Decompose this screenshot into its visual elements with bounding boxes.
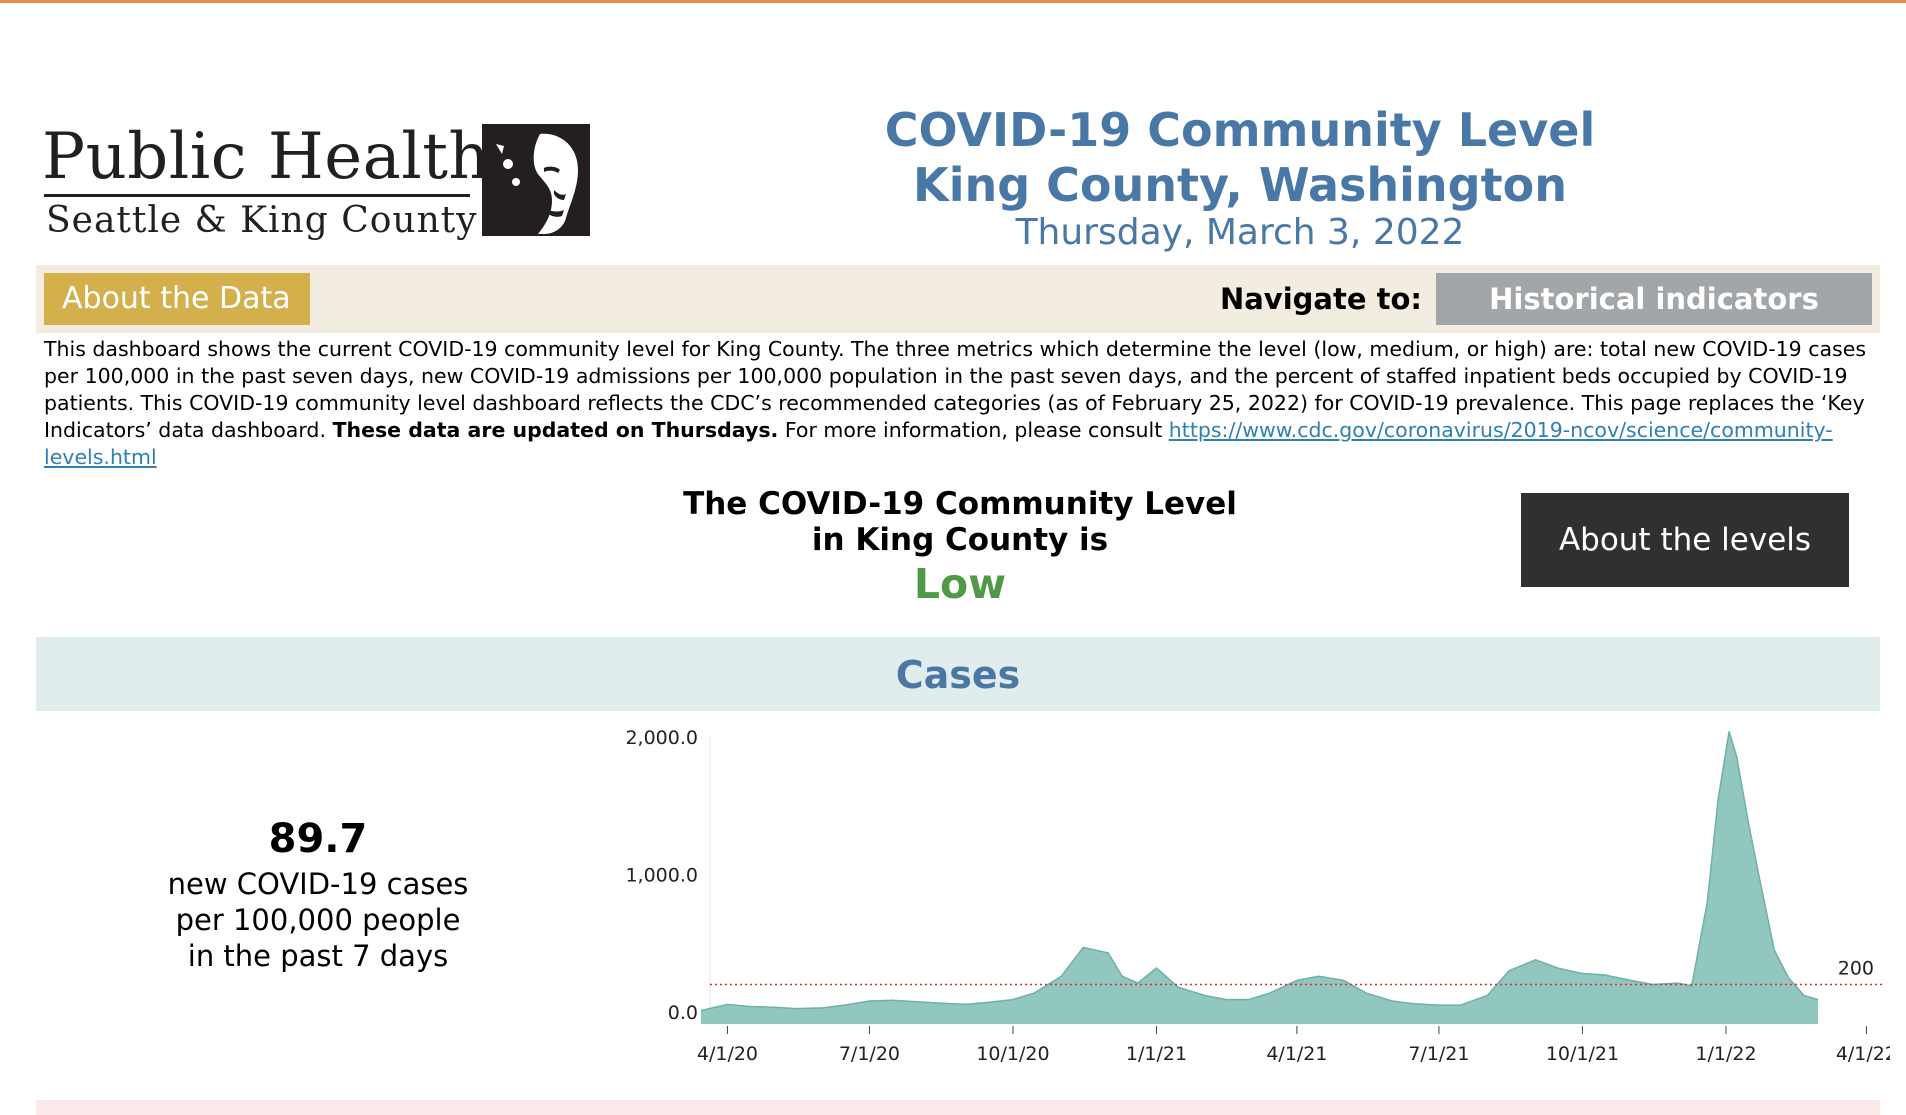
portrait-icon [482,124,590,236]
page-date: Thursday, March 3, 2022 [1015,212,1465,253]
about-the-data-button[interactable]: About the Data [44,273,310,325]
logo-subtitle: Seattle & King County [46,200,478,241]
x-tick-label: 7/1/21 [1408,1043,1469,1065]
cdc-link[interactable]: https://www.cdc.gov/coronavirus/2019-nco… [44,418,1833,469]
top-accent-line [0,0,1906,3]
cases-line [700,731,1819,1012]
historical-indicators-button[interactable]: Historical indicators [1436,273,1872,325]
next-section-header [36,1100,1880,1115]
description-more-info: For more information, please consult [784,418,1163,442]
page-subtitle: King County, Washington [913,158,1567,212]
logo-rule [44,194,470,197]
cases-metric-label-2: per 100,000 people [175,903,461,937]
cases-section-header [36,637,1880,711]
cases-metric-label-3: in the past 7 days [187,939,449,973]
x-tick-label: 4/1/21 [1266,1043,1327,1065]
x-tick-label: 1/1/21 [1126,1043,1187,1065]
dashboard-description: This dashboard shows the current COVID-1… [44,336,1874,471]
y-tick-label: 0.0 [668,1002,698,1024]
description-text: This dashboard shows the current COVID-1… [44,337,1866,442]
cases-area [700,731,1818,1024]
cases-chart: 2,000.0 1,000.0 0.0 200 4/1/20 7/1/20 10/1/20 1… [560,712,1897,1072]
y-tick-label: 2,000.0 [625,727,698,749]
x-tick-label: 1/1/22 [1695,1043,1756,1065]
level-heading-line1: The COVID-19 Community Level [683,486,1237,522]
level-heading-line2: in King County is [811,522,1109,558]
y-tick-label: 1,000.0 [625,865,698,887]
level-value: Low [913,560,1007,608]
x-tick-label: 10/1/20 [976,1043,1049,1065]
logo-title: Public Health [42,120,491,194]
cases-section-title: Cases [895,653,1021,697]
navigate-to-label: Navigate to: [1219,282,1422,316]
cases-chart-svg: 2,000.0 1,000.0 0.0 200 4/1/20 7/1/20 10/1/20 1… [625,727,1897,1065]
threshold-label: 200 [1838,958,1874,980]
page-title: COVID-19 Community Level [884,103,1596,157]
cases-metric-label-1: new COVID-19 cases [167,867,469,901]
x-tick-label: 4/1/22 [1836,1043,1890,1065]
public-health-logo: Public Health Seattle & King County [42,118,602,244]
x-tick-label: 4/1/20 [697,1043,758,1065]
x-tick-label: 10/1/21 [1546,1043,1619,1065]
about-the-levels-button[interactable]: About the levels [1521,493,1849,587]
x-tick-label: 7/1/20 [839,1043,900,1065]
cases-metric-value: 89.7 [268,816,368,862]
description-update-note: These data are updated on Thursdays. [332,418,779,442]
